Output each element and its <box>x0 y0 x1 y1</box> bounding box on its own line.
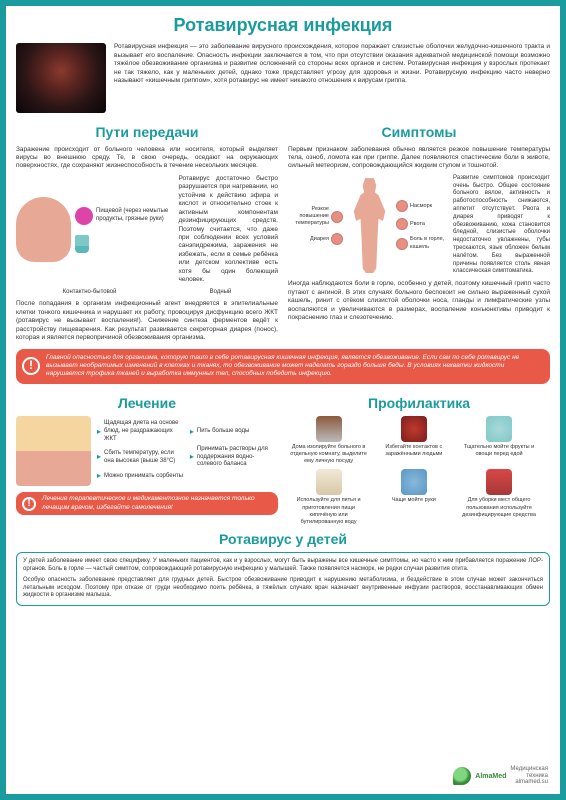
brand-name: AlmaMed <box>475 772 506 781</box>
route-water <box>75 235 175 253</box>
kettle-icon <box>316 469 342 495</box>
intro-text: Ротавирусная инфекция — это заболевание … <box>114 43 550 113</box>
children-para2: Особую опасность заболевание представляе… <box>23 577 543 600</box>
treatment-list: ▸Щадящая диета на основе блюд, не раздра… <box>97 420 278 481</box>
prev-label: Используйте для питья и приготовления пи… <box>288 497 369 526</box>
symptoms-heading: Симптомы <box>288 123 550 141</box>
route-contact-label: Контактно-бытовой <box>63 289 117 297</box>
transmission-right-text: Ротавирус достаточно быстро разрушается … <box>179 175 279 285</box>
warning-icon: ! <box>22 357 40 375</box>
symptoms-para1: Первым признаком заболевания обычно явля… <box>288 146 550 171</box>
doctor-patient-illustration <box>16 416 91 486</box>
treat-item: ▸Принимать растворы для поддержания водн… <box>190 446 277 469</box>
treat-item: ▸Щадящая диета на основе блюд, не раздра… <box>97 420 184 443</box>
treat-item-label: Можно принимать сорбенты <box>104 473 183 481</box>
warning-treatment: ! Лечение терапевтическое и медикаментоз… <box>16 492 278 515</box>
prevention-section: Профилактика Дома изолируйте больного в … <box>288 390 550 526</box>
symptom-vomit: Рвота <box>396 218 451 230</box>
prevention-heading: Профилактика <box>288 394 550 412</box>
head-silhouette-icon <box>16 197 71 262</box>
prev-avoid-contact: Избегайте контактов с заражёнными людьми <box>373 416 454 465</box>
warning-treatment-text: Лечение терапевтическое и медикаментозно… <box>42 495 255 510</box>
warning-main: ! Главной опасностью для организма, кото… <box>16 349 550 384</box>
vomit-icon <box>396 218 408 230</box>
door-icon <box>316 416 342 442</box>
symptom-runny-nose: Насморк <box>396 200 451 212</box>
transmission-section: Пути передачи Заражение происходит от бо… <box>16 119 278 342</box>
warning-main-text: Главной опасностью для организма, котору… <box>46 354 519 378</box>
transmission-heading: Пути передачи <box>16 123 278 141</box>
prev-disinfect: Для уборки мест общего пользования испол… <box>458 469 539 526</box>
brand-tagline2: техника <box>510 773 548 780</box>
glass-icon <box>75 235 89 253</box>
treat-item: ▸Можно принимать сорбенты <box>97 471 278 481</box>
stomach-icon <box>331 233 343 245</box>
treat-item: ▸Пить больше воды <box>190 420 277 443</box>
wash-hands-icon <box>401 469 427 495</box>
children-heading: Ротавирус у детей <box>16 530 550 548</box>
nose-icon <box>396 200 408 212</box>
prev-label: Дома изолируйте больного в отдельную ком… <box>288 444 369 465</box>
warning-icon: ! <box>22 497 36 511</box>
treatment-section: Лечение ▸Щадящая диета на основе блюд, н… <box>16 390 278 526</box>
symptom-vomit-label: Рвота <box>410 221 425 228</box>
treat-item-label: Щадящая диета на основе блюд, не раздраж… <box>104 420 184 443</box>
treat-item: ▸Сбить температуру, если она высокая (вы… <box>97 446 184 469</box>
intro-row: Ротавирусная инфекция — это заболевание … <box>16 43 550 113</box>
route-food: Пищевой (через немытые продукты, грязные… <box>75 207 175 225</box>
symptoms-right-text: Развитие симптомов происходит очень быст… <box>453 175 550 276</box>
wash-produce-icon <box>486 416 512 442</box>
treat-item-label: Пить больше воды <box>197 428 249 436</box>
virus-illustration <box>16 43 106 113</box>
symptom-throat: Боль в горле, кашель <box>396 236 451 250</box>
treatment-heading: Лечение <box>16 394 278 412</box>
symptoms-section: Симптомы Первым признаком заболевания об… <box>288 119 550 342</box>
prev-isolate: Дома изолируйте больного в отдельную ком… <box>288 416 369 465</box>
brand-site: almamed.su <box>510 779 548 786</box>
children-para1: У детей заболевание имеет свою специфику… <box>23 558 543 574</box>
brand-tagline1: Медицинская <box>510 766 548 773</box>
logo-icon <box>453 767 471 785</box>
symptom-runny-nose-label: Насморк <box>410 203 432 210</box>
treat-item-label: Принимать растворы для поддержания водно… <box>197 446 277 469</box>
treat-item-label: Сбить температуру, если она высокая (выш… <box>104 450 184 466</box>
symptom-diarrhea: Диарея <box>288 233 343 245</box>
throat-icon <box>396 238 408 250</box>
main-title: Ротавирусная инфекция <box>16 14 550 37</box>
no-contact-icon <box>401 416 427 442</box>
symptom-fever: Резкое повышение температуры <box>288 206 343 227</box>
route-food-label: Пищевой (через немытые продукты, грязные… <box>96 208 175 224</box>
prev-label: Тщательно мойте фрукты и овощи перед едо… <box>458 444 539 458</box>
symptom-throat-label: Боль в горле, кашель <box>410 236 451 250</box>
human-body-icon <box>347 178 392 273</box>
thermometer-icon <box>331 211 343 223</box>
symptom-fever-label: Резкое повышение температуры <box>288 206 329 227</box>
prev-wash-produce: Тщательно мойте фрукты и овощи перед едо… <box>458 416 539 465</box>
children-box: У детей заболевание имеет свою специфику… <box>16 552 550 606</box>
prev-label: Для уборки мест общего пользования испол… <box>458 497 539 518</box>
symptom-diarrhea-label: Диарея <box>310 236 329 243</box>
fruit-icon <box>75 207 93 225</box>
route-water-label: Водный <box>210 289 232 297</box>
prev-wash-hands: Чаще мойте руки <box>373 469 454 526</box>
transmission-para2: После попадания в организм инфекционный … <box>16 300 278 342</box>
prev-label: Чаще мойте руки <box>392 497 436 504</box>
symptoms-para2: Иногда наблюдаются боли в горле, особенн… <box>288 280 550 322</box>
footer-brand: AlmaMed Медицинская техника almamed.su <box>453 766 548 786</box>
transmission-para1: Заражение происходит от больного человек… <box>16 146 278 171</box>
prev-label: Избегайте контактов с заражёнными людьми <box>373 444 454 458</box>
spray-icon <box>486 469 512 495</box>
prev-boiled-water: Используйте для питья и приготовления пи… <box>288 469 369 526</box>
